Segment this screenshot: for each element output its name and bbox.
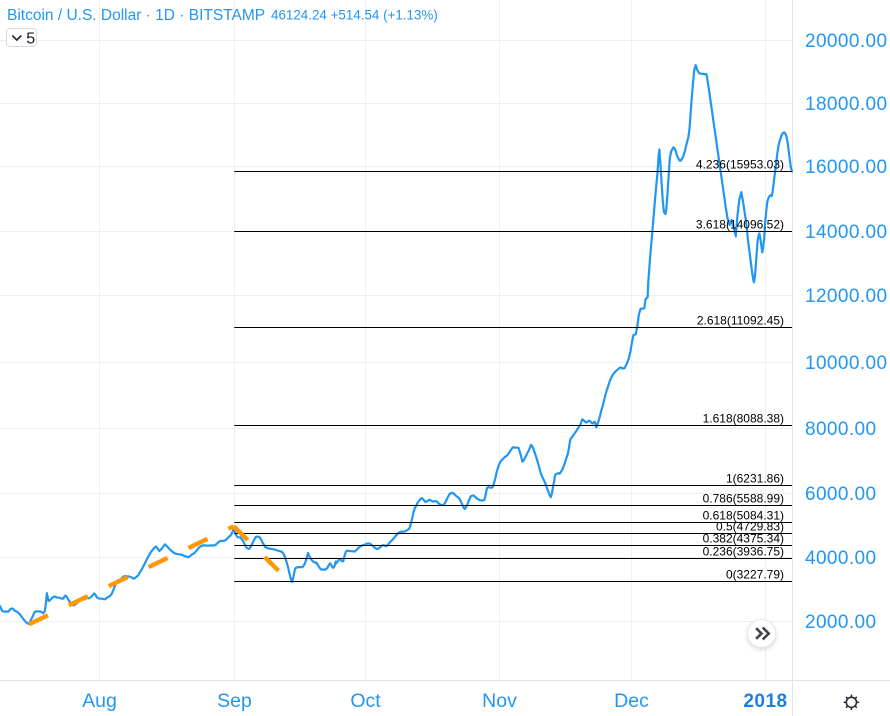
svg-text:3.618(14096.52): 3.618(14096.52) bbox=[696, 217, 784, 231]
svg-text:Bitcoin / U.S. Dollar · 1D · B: Bitcoin / U.S. Dollar · 1D · BITSTAMP bbox=[7, 7, 265, 24]
svg-text:10000.00: 10000.00 bbox=[805, 353, 887, 374]
svg-text:46124.24 +514.54 (+1.13%): 46124.24 +514.54 (+1.13%) bbox=[271, 8, 438, 23]
svg-text:0.786(5588.99): 0.786(5588.99) bbox=[703, 491, 784, 505]
svg-text:4000.00: 4000.00 bbox=[805, 548, 876, 569]
svg-text:Nov: Nov bbox=[482, 690, 517, 712]
svg-text:0.236(3936.75): 0.236(3936.75) bbox=[703, 544, 784, 558]
svg-text:0.5(4729.83): 0.5(4729.83) bbox=[716, 519, 784, 533]
svg-text:Oct: Oct bbox=[350, 690, 381, 712]
svg-text:0(3227.79): 0(3227.79) bbox=[726, 567, 784, 581]
svg-text:0.618(5084.31): 0.618(5084.31) bbox=[703, 508, 784, 522]
svg-text:Sep: Sep bbox=[217, 690, 252, 712]
svg-text:20000.00: 20000.00 bbox=[805, 31, 887, 52]
svg-text:2.618(11092.45): 2.618(11092.45) bbox=[697, 313, 784, 327]
svg-text:6000.00: 6000.00 bbox=[805, 484, 876, 505]
svg-text:18000.00: 18000.00 bbox=[805, 94, 887, 115]
svg-text:2000.00: 2000.00 bbox=[805, 612, 876, 633]
svg-text:5: 5 bbox=[26, 31, 35, 48]
svg-text:14000.00: 14000.00 bbox=[805, 222, 887, 243]
svg-text:Dec: Dec bbox=[614, 690, 649, 712]
svg-text:4.236(15953.03): 4.236(15953.03) bbox=[696, 157, 784, 171]
svg-text:8000.00: 8000.00 bbox=[805, 419, 876, 440]
svg-text:1.618(8088.38): 1.618(8088.38) bbox=[703, 411, 784, 425]
svg-text:2018: 2018 bbox=[743, 691, 787, 712]
svg-text:Aug: Aug bbox=[82, 690, 117, 712]
svg-text:0.382(4375.34): 0.382(4375.34) bbox=[703, 531, 784, 545]
svg-text:1(6231.86): 1(6231.86) bbox=[726, 471, 784, 485]
svg-text:16000.00: 16000.00 bbox=[805, 157, 887, 178]
svg-text:12000.00: 12000.00 bbox=[805, 286, 887, 307]
